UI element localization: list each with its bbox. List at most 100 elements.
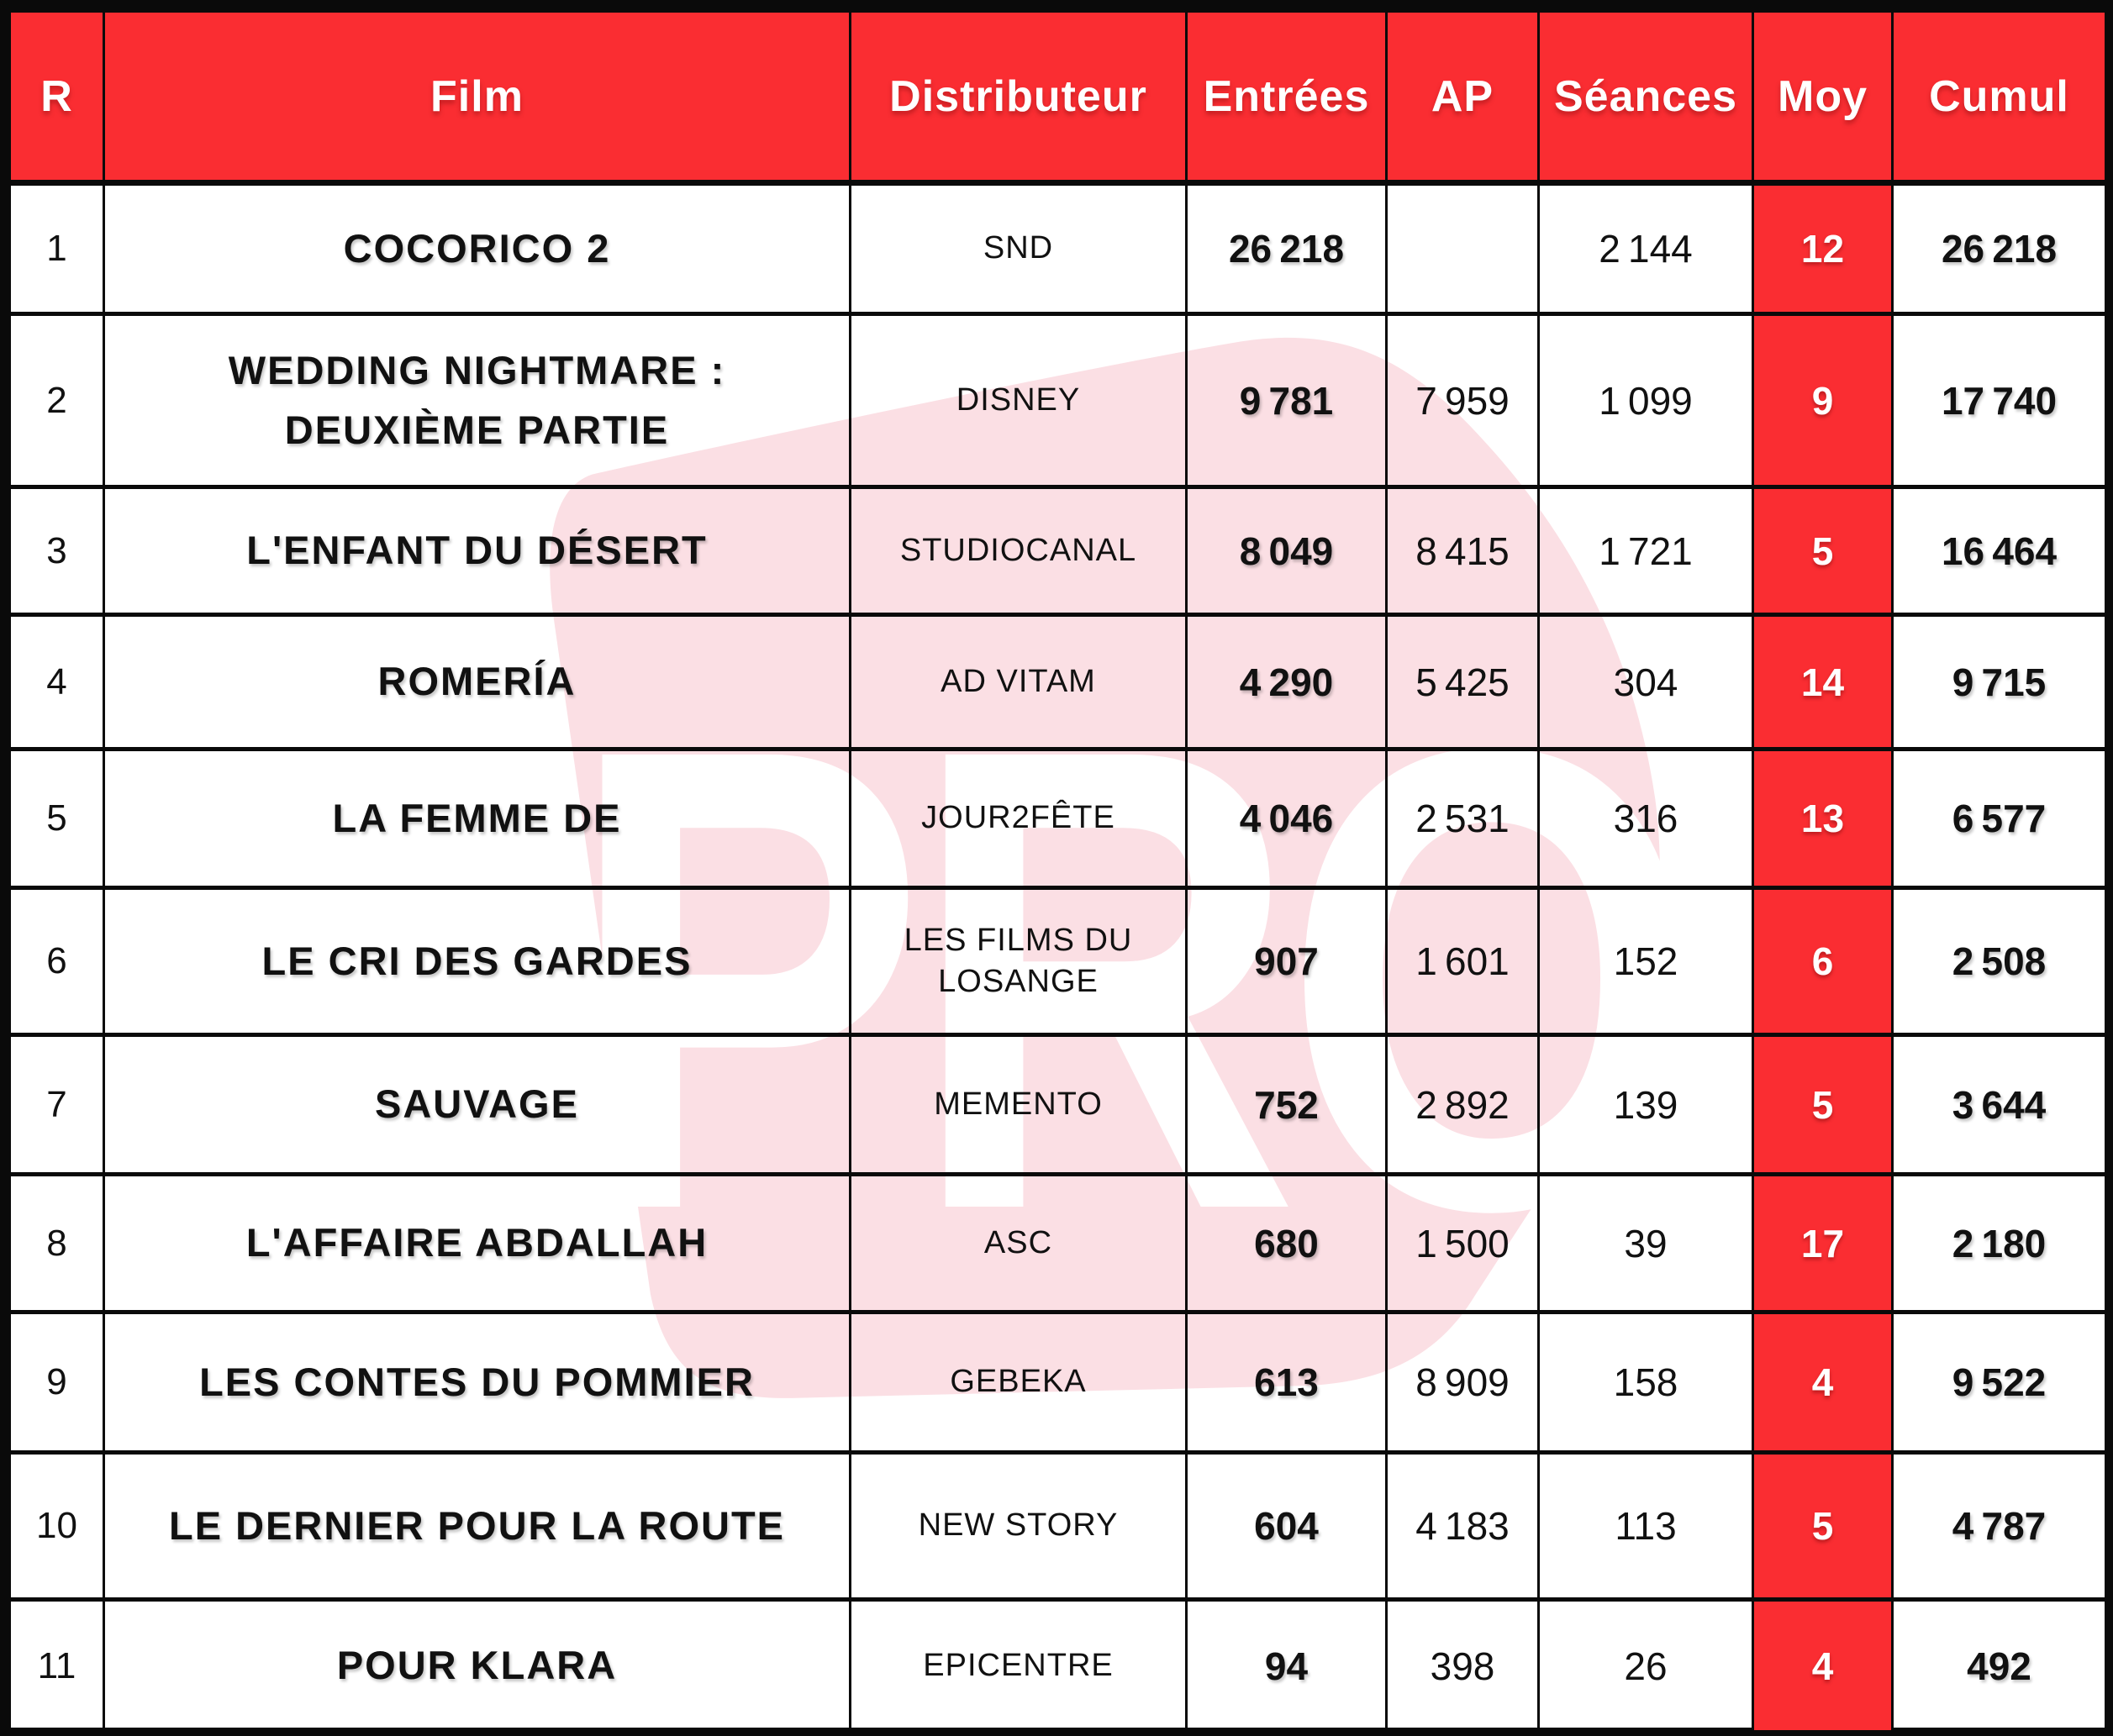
cell-cumul: 2 508 [1891,886,2107,1037]
cell-entries: 8 049 [1185,485,1388,617]
table-header: R Film Distributeur Entrées AP Séances M… [8,8,2107,186]
cell-rank: 5 [8,747,105,890]
cell-cumul: 16 464 [1891,485,2107,617]
cell-distributor: LES FILMS DU LOSANGE [849,886,1188,1037]
table-row: 8 L'AFFAIRE ABDALLAH ASC 680 1 500 39 17… [8,1172,2107,1314]
cell-moy: 4 [1752,1597,1894,1734]
cell-ap: 1 601 [1385,886,1540,1037]
cell-film-title: COCORICO 2 [103,181,851,316]
cell-moy: 6 [1752,886,1894,1037]
cell-cumul: 9 715 [1891,613,2107,751]
cell-film-title: WEDDING NIGHTMARE : DEUXIÈME PARTIE [103,312,851,489]
cell-cumul: 26 218 [1891,181,2107,316]
table-row: 9 LES CONTES DU POMMIER GEBEKA 613 8 909… [8,1310,2107,1455]
table-row: 1 COCORICO 2 SND 26 218 2 144 12 26 218 [8,181,2107,316]
cell-ap: 398 [1385,1597,1540,1734]
cell-rank: 2 [8,312,105,489]
cell-moy: 4 [1752,1310,1894,1455]
table-row: 7 SAUVAGE MEMENTO 752 2 892 139 5 3 644 [8,1033,2107,1176]
cell-moy: 5 [1752,1033,1894,1176]
table-row: 4 ROMERÍA AD VITAM 4 290 5 425 304 14 9 … [8,613,2107,751]
cell-seances: 1 721 [1537,485,1754,617]
column-header-distributor: Distributeur [849,8,1188,186]
cell-entries: 4 290 [1185,613,1388,751]
cell-seances: 158 [1537,1310,1754,1455]
cell-moy: 13 [1752,747,1894,890]
cell-seances: 304 [1537,613,1754,751]
cell-cumul: 3 644 [1891,1033,2107,1176]
cell-film-title: LE CRI DES GARDES [103,886,851,1037]
cell-entries: 613 [1185,1310,1388,1455]
cell-film-title: L'AFFAIRE ABDALLAH [103,1172,851,1314]
table-row: 6 LE CRI DES GARDES LES FILMS DU LOSANGE… [8,886,2107,1037]
cell-ap [1385,181,1540,316]
cell-ap: 4 183 [1385,1450,1540,1602]
cell-ap: 7 959 [1385,312,1540,489]
cell-ap: 2 892 [1385,1033,1540,1176]
header-row: R Film Distributeur Entrées AP Séances M… [8,8,2107,186]
cell-rank: 9 [8,1310,105,1455]
cell-cumul: 2 180 [1891,1172,2107,1314]
cell-film-title: POUR KLARA [103,1597,851,1734]
table-row: 2 WEDDING NIGHTMARE : DEUXIÈME PARTIE DI… [8,312,2107,489]
cell-distributor: ASC [849,1172,1188,1314]
cell-cumul: 4 787 [1891,1450,2107,1602]
cell-seances: 2 144 [1537,181,1754,316]
cell-ap: 2 531 [1385,747,1540,890]
table-row: 3 L'ENFANT DU DÉSERT STUDIOCANAL 8 049 8… [8,485,2107,617]
cell-cumul: 17 740 [1891,312,2107,489]
cell-moy: 12 [1752,181,1894,316]
cell-rank: 8 [8,1172,105,1314]
cell-seances: 26 [1537,1597,1754,1734]
cell-moy: 5 [1752,1450,1894,1602]
cell-seances: 113 [1537,1450,1754,1602]
cell-ap: 1 500 [1385,1172,1540,1314]
table-row: 11 POUR KLARA EPICENTRE 94 398 26 4 492 [8,1597,2107,1734]
cell-entries: 94 [1185,1597,1388,1734]
cell-entries: 752 [1185,1033,1388,1176]
cell-entries: 907 [1185,886,1388,1037]
cell-moy: 5 [1752,485,1894,617]
cell-distributor: SND [849,181,1188,316]
cell-ap: 8 909 [1385,1310,1540,1455]
cell-cumul: 6 577 [1891,747,2107,890]
cell-distributor: JOUR2FÊTE [849,747,1188,890]
cell-distributor: STUDIOCANAL [849,485,1188,617]
cell-seances: 152 [1537,886,1754,1037]
cell-seances: 1 099 [1537,312,1754,489]
cell-film-title: L'ENFANT DU DÉSERT [103,485,851,617]
column-header-cumul: Cumul [1891,8,2107,186]
box-office-table: R Film Distributeur Entrées AP Séances M… [8,8,2107,1734]
column-header-moy: Moy [1752,8,1894,186]
cell-entries: 26 218 [1185,181,1388,316]
cell-ap: 5 425 [1385,613,1540,751]
column-header-film: Film [103,8,851,186]
cell-distributor: NEW STORY [849,1450,1188,1602]
cell-ap: 8 415 [1385,485,1540,617]
cell-distributor: EPICENTRE [849,1597,1188,1734]
cell-rank: 1 [8,181,105,316]
cell-moy: 14 [1752,613,1894,751]
cell-rank: 4 [8,613,105,751]
cell-film-title: SAUVAGE [103,1033,851,1176]
cell-moy: 9 [1752,312,1894,489]
cell-entries: 9 781 [1185,312,1388,489]
cell-film-title: LA FEMME DE [103,747,851,890]
cell-seances: 139 [1537,1033,1754,1176]
cell-seances: 39 [1537,1172,1754,1314]
cell-film-title: LE DERNIER POUR LA ROUTE [103,1450,851,1602]
cell-distributor: AD VITAM [849,613,1188,751]
column-header-seances: Séances [1537,8,1754,186]
table-row: 10 LE DERNIER POUR LA ROUTE NEW STORY 60… [8,1450,2107,1602]
cell-rank: 6 [8,886,105,1037]
column-header-rank: R [8,8,105,186]
cell-seances: 316 [1537,747,1754,890]
cell-distributor: MEMENTO [849,1033,1188,1176]
cell-rank: 11 [8,1597,105,1734]
cell-rank: 7 [8,1033,105,1176]
table-row: 5 LA FEMME DE JOUR2FÊTE 4 046 2 531 316 … [8,747,2107,890]
cell-distributor: DISNEY [849,312,1188,489]
column-header-entries: Entrées [1185,8,1388,186]
cell-rank: 10 [8,1450,105,1602]
